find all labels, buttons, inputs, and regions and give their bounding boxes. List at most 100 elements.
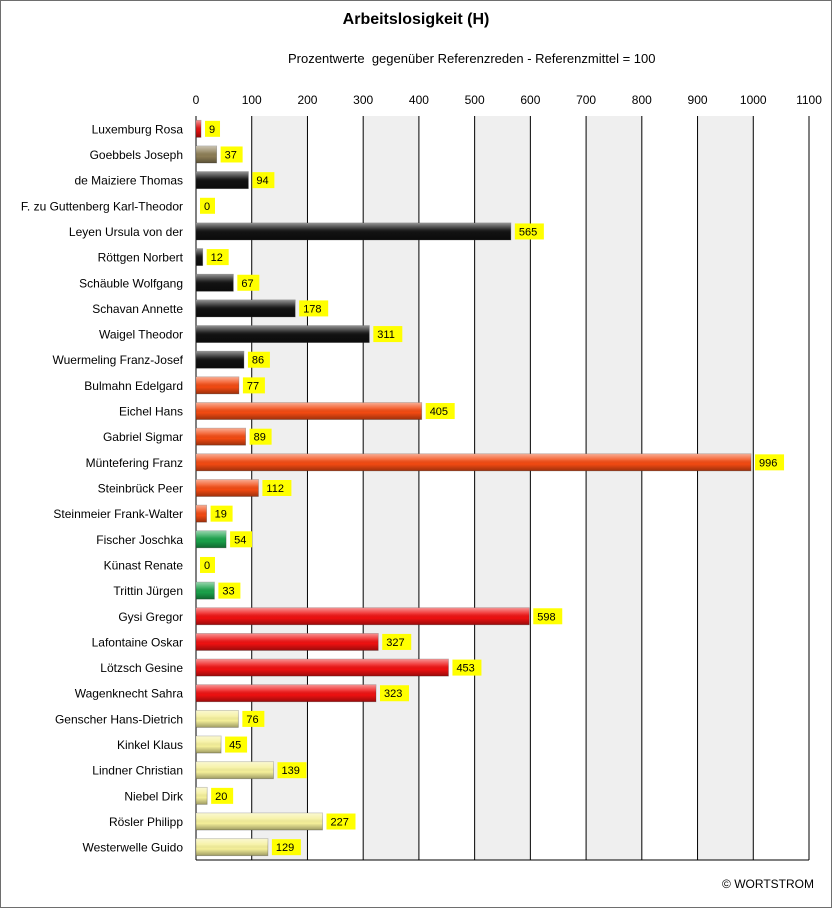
data-label-box bbox=[755, 454, 785, 471]
data-label-box bbox=[533, 608, 563, 625]
category-label: Fischer Joschka bbox=[96, 533, 183, 547]
data-label: 405 bbox=[430, 406, 448, 418]
x-tick-label: 1100 bbox=[796, 93, 822, 107]
x-tick-label: 900 bbox=[688, 93, 708, 107]
bar-shine bbox=[196, 659, 449, 677]
chart-subtitle: Prozentwerte gegenüber Referenzreden - R… bbox=[288, 51, 656, 66]
bar-shine bbox=[196, 710, 239, 728]
x-tick-label: 700 bbox=[576, 93, 596, 107]
data-label: 178 bbox=[303, 303, 321, 315]
data-label: 76 bbox=[246, 714, 258, 726]
category-label: Genscher Hans-Dietrich bbox=[55, 712, 183, 726]
data-label: 112 bbox=[266, 483, 284, 495]
x-tick-label: 0 bbox=[193, 93, 200, 107]
data-label: 323 bbox=[384, 688, 402, 700]
data-label: 54 bbox=[234, 534, 246, 546]
bar-shine bbox=[196, 120, 202, 138]
data-label: 311 bbox=[377, 329, 395, 341]
x-tick-label: 800 bbox=[632, 93, 652, 107]
category-label: Lafontaine Oskar bbox=[92, 635, 183, 649]
data-label-box bbox=[220, 146, 243, 163]
data-label: 327 bbox=[386, 637, 404, 649]
data-label: 139 bbox=[281, 765, 299, 777]
category-label: Waigel Theodor bbox=[99, 328, 183, 342]
category-label: Trittin Jürgen bbox=[113, 584, 183, 598]
category-label: Steinbrück Peer bbox=[98, 482, 183, 496]
bar-shine bbox=[196, 838, 268, 856]
data-label: 9 bbox=[209, 124, 215, 136]
category-label: Gabriel Sigmar bbox=[103, 430, 183, 444]
data-label: 0 bbox=[204, 560, 210, 572]
data-label-box bbox=[382, 633, 412, 650]
category-label: Lötzsch Gesine bbox=[100, 661, 183, 675]
category-label: Wuermeling Franz-Josef bbox=[53, 353, 184, 367]
category-label: Goebbels Joseph bbox=[90, 148, 183, 162]
bar-shine bbox=[196, 761, 274, 779]
bar-shine bbox=[196, 351, 244, 369]
plot-band bbox=[697, 116, 754, 860]
category-label: Wagenknecht Sahra bbox=[75, 687, 184, 701]
data-label-box bbox=[252, 172, 275, 189]
data-label-box bbox=[230, 531, 253, 548]
category-label: Gysi Gregor bbox=[118, 610, 183, 624]
bar-shine bbox=[196, 171, 249, 189]
plot-band bbox=[641, 116, 698, 860]
bar-shine bbox=[196, 530, 227, 548]
category-label: Eichel Hans bbox=[119, 405, 183, 419]
data-label-box bbox=[210, 505, 233, 522]
data-label-box bbox=[299, 300, 329, 317]
plot-band bbox=[586, 116, 642, 860]
bar-shine bbox=[196, 813, 323, 831]
category-label: Schäuble Wolfgang bbox=[79, 276, 183, 290]
data-label-box bbox=[271, 839, 301, 856]
category-label: Künast Renate bbox=[104, 558, 184, 572]
chart-title: Arbeitslosigkeit (H) bbox=[342, 11, 490, 28]
x-tick-label: 600 bbox=[520, 93, 540, 107]
category-label: F. zu Guttenberg Karl-Theodor bbox=[21, 199, 183, 213]
data-label-box bbox=[262, 480, 292, 496]
data-label-box bbox=[425, 403, 455, 420]
data-label-box bbox=[277, 762, 307, 779]
data-label-box bbox=[379, 685, 409, 702]
bar-shine bbox=[196, 428, 246, 446]
data-label-box bbox=[225, 736, 248, 753]
data-label: 33 bbox=[222, 586, 234, 598]
plot-band bbox=[418, 116, 475, 860]
bar-shine bbox=[196, 684, 376, 702]
category-label: Westerwelle Guido bbox=[83, 841, 184, 855]
bar-shine bbox=[196, 505, 207, 523]
data-label-box bbox=[249, 428, 272, 445]
x-tick-label: 200 bbox=[297, 93, 317, 107]
x-tick-label: 300 bbox=[353, 93, 373, 107]
data-label: 129 bbox=[276, 842, 294, 854]
data-label: 67 bbox=[241, 278, 253, 290]
plot-band bbox=[530, 116, 587, 860]
data-label-box bbox=[206, 249, 229, 266]
data-label: 89 bbox=[254, 432, 266, 444]
bar-shine bbox=[196, 325, 370, 343]
data-label: 996 bbox=[759, 457, 777, 469]
data-label: 453 bbox=[456, 663, 474, 675]
category-label: Rösler Philipp bbox=[109, 815, 183, 829]
data-label-box bbox=[373, 326, 403, 343]
data-label-box bbox=[242, 377, 265, 394]
data-label-box bbox=[326, 813, 356, 830]
data-label-box bbox=[205, 120, 221, 137]
x-tick-label: 500 bbox=[465, 93, 485, 107]
data-label: 19 bbox=[215, 509, 227, 521]
data-label: 86 bbox=[252, 355, 264, 367]
category-label: Kinkel Klaus bbox=[117, 738, 183, 752]
bar-shine bbox=[196, 787, 208, 805]
copyright-note: © WORTSTROM bbox=[722, 877, 814, 891]
bar-shine bbox=[196, 222, 511, 240]
category-label: Leyen Ursula von der bbox=[69, 225, 183, 239]
bar-shine bbox=[196, 402, 422, 420]
data-label: 598 bbox=[537, 611, 555, 623]
data-label-box bbox=[218, 582, 241, 599]
bar-shine bbox=[196, 479, 259, 497]
data-label: 94 bbox=[256, 175, 268, 187]
data-label-box bbox=[452, 659, 482, 676]
plot-band bbox=[753, 116, 809, 860]
data-label: 12 bbox=[211, 252, 223, 264]
